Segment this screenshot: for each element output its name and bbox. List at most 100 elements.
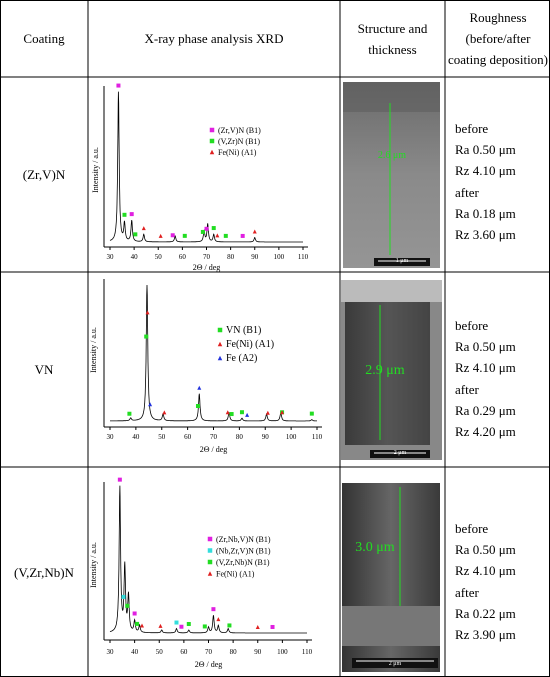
phase-marker — [140, 623, 145, 628]
phase-marker — [265, 410, 270, 415]
x-tick-label: 110 — [312, 433, 323, 441]
phase-marker — [116, 83, 121, 88]
phase-marker — [125, 603, 130, 608]
phase-marker — [255, 624, 260, 629]
x-tick-label: 110 — [298, 253, 309, 261]
roughness-line: Rz 3.90 μm — [455, 627, 516, 643]
phase-marker — [129, 212, 134, 217]
legend-label: (V,Zr)N (B1) — [218, 137, 260, 146]
x-tick-label: 110 — [302, 648, 313, 656]
phase-marker — [174, 620, 179, 625]
scale-bar-label: 2 μm — [389, 661, 402, 667]
roughness-line: before — [455, 318, 489, 333]
phase-marker — [309, 411, 314, 416]
coating-cell: (Zr,V)N — [22, 167, 66, 182]
phase-marker — [133, 232, 138, 237]
thickness-label: 2.6 μm — [378, 150, 406, 161]
y-axis-label: Intensity / a.u. — [89, 327, 98, 373]
sem-image — [343, 82, 440, 268]
xrd-curve — [109, 91, 303, 243]
legend-label: Fe(Ni) (A1) — [216, 570, 255, 579]
roughness-line: after — [455, 584, 479, 600]
header-cell: Coating — [23, 31, 65, 46]
phase-marker — [197, 385, 202, 390]
roughness-line: Ra 0.29 μm — [455, 402, 516, 418]
x-tick-label: 70 — [205, 648, 213, 656]
coating-cell: VN — [34, 362, 54, 377]
legend-marker — [207, 559, 213, 565]
phase-marker — [216, 617, 221, 622]
x-tick-label: 30 — [107, 253, 115, 261]
legend-label: (Zr,Nb,V)N (B1) — [216, 535, 271, 544]
legend-label: (V,Zr,Nb)N (B1) — [216, 558, 270, 567]
x-tick-label: 90 — [262, 433, 270, 441]
phase-marker — [204, 226, 209, 231]
header-cell: Roughness (before/after coating depositi… — [448, 10, 549, 67]
x-tick-label: 100 — [277, 648, 288, 656]
phase-marker — [280, 410, 285, 415]
legend-marker — [209, 127, 215, 133]
phase-marker — [211, 607, 216, 612]
y-axis-label: Intensity / a.u. — [91, 147, 100, 193]
legend-marker — [207, 571, 213, 576]
phase-marker — [215, 233, 220, 238]
legend-marker — [209, 138, 215, 144]
roughness-line: before — [455, 121, 489, 136]
phase-marker — [239, 410, 244, 415]
phase-marker — [145, 310, 150, 315]
roughness-line: Ra 0.18 μm — [455, 205, 516, 221]
phase-marker — [158, 623, 163, 628]
roughness-line: Ra 0.50 μm — [455, 542, 516, 558]
x-tick-label: 40 — [132, 433, 140, 441]
x-tick-label: 50 — [155, 253, 163, 261]
phase-marker — [179, 624, 184, 629]
x-tick-label: 60 — [179, 253, 187, 261]
thickness-label: 3.0 μm — [355, 540, 395, 555]
x-tick-label: 50 — [156, 648, 164, 656]
x-tick-label: 30 — [107, 648, 115, 656]
x-tick-label: 50 — [158, 433, 166, 441]
coating-cell: (V,Zr,Nb)N — [14, 564, 74, 580]
x-tick-label: 90 — [251, 253, 259, 261]
y-axis-label: Intensity / a.u. — [89, 542, 98, 588]
header-cell: Structure and thickness — [357, 20, 428, 57]
roughness-cell: before Ra 0.50 μm Rz 4.10 μm after Ra 0.22 μ… — [455, 518, 545, 645]
x-tick-label: 40 — [131, 648, 139, 656]
legend-marker — [207, 548, 213, 553]
roughness-line: Rz 3.60 μm — [455, 227, 516, 243]
phase-marker — [211, 226, 216, 231]
legend-marker — [217, 355, 223, 361]
x-tick-label: 30 — [107, 433, 115, 441]
legend-label: Fe(Ni) (A1) — [226, 339, 274, 350]
roughness-cell: before Ra 0.50 μm Rz 4.10 μm after Ra 0.29 μ… — [455, 315, 545, 442]
sem-image — [342, 483, 440, 672]
phase-marker — [223, 233, 228, 238]
roughness-line: after — [455, 381, 479, 397]
legend-label: VN (B1) — [226, 325, 261, 336]
phase-marker — [141, 226, 146, 231]
roughness-line: Ra 0.22 μm — [455, 605, 516, 621]
phase-marker — [135, 621, 140, 626]
scale-bar-label: 2 μm — [394, 450, 407, 456]
phase-marker — [195, 403, 200, 408]
legend-label: Fe(Ni) (A1) — [218, 148, 257, 157]
phase-marker — [252, 229, 257, 234]
x-tick-label: 60 — [180, 648, 188, 656]
roughness-line: Ra 0.50 μm — [455, 339, 516, 355]
x-tick-label: 40 — [131, 253, 139, 261]
x-tick-label: 90 — [254, 648, 262, 656]
phase-marker — [225, 410, 230, 415]
sem-image — [341, 280, 442, 460]
phase-marker — [240, 233, 245, 238]
x-axis-label: 2Θ / deg — [195, 660, 223, 669]
phase-marker — [121, 594, 126, 599]
roughness-line: Rz 4.10 μm — [455, 360, 516, 376]
xrd-curve — [110, 284, 317, 422]
header-cell: X-ray phase analysis XRD — [144, 31, 284, 46]
phase-marker — [182, 233, 187, 238]
phase-marker — [245, 412, 250, 417]
roughness-line: Rz 4.20 μm — [455, 424, 516, 440]
phase-marker — [162, 410, 167, 415]
x-axis-label: 2Θ / deg — [200, 445, 228, 454]
